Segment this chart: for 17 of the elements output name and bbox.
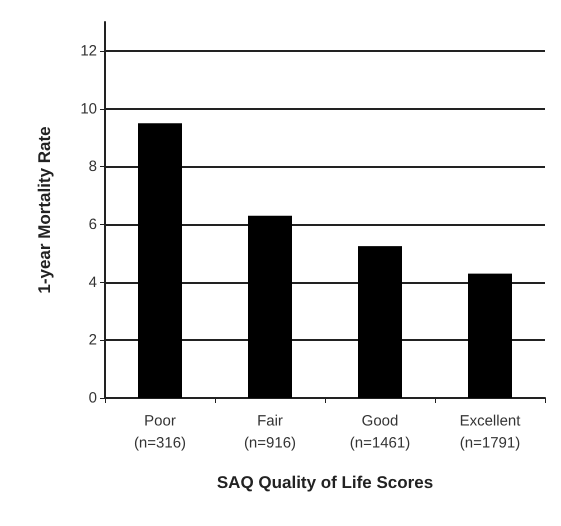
y-tick-label: 0 [88, 390, 97, 406]
x-tick-label: Fair (n=916) [244, 412, 296, 452]
y-tick-label: 8 [88, 158, 97, 176]
x-tick-label: Good (n=1461) [350, 412, 410, 452]
y-tick-label: 6 [88, 216, 97, 233]
bar [468, 274, 512, 398]
x-tick-label: Poor (n=316) [134, 412, 186, 452]
bar [358, 246, 402, 398]
y-tick-label: 4 [88, 274, 97, 291]
x-axis-title: SAQ Quality of Life Scores [216, 473, 434, 492]
y-tick-label: 2 [88, 332, 97, 349]
y-tick-label: 10 [80, 100, 97, 118]
bar [138, 123, 182, 398]
bar [248, 216, 292, 398]
y-axis-title: 1-year Mortality Rate [35, 126, 54, 294]
x-tick-label: Excellent (n=1791) [460, 412, 522, 452]
y-tick-label: 12 [80, 42, 97, 60]
